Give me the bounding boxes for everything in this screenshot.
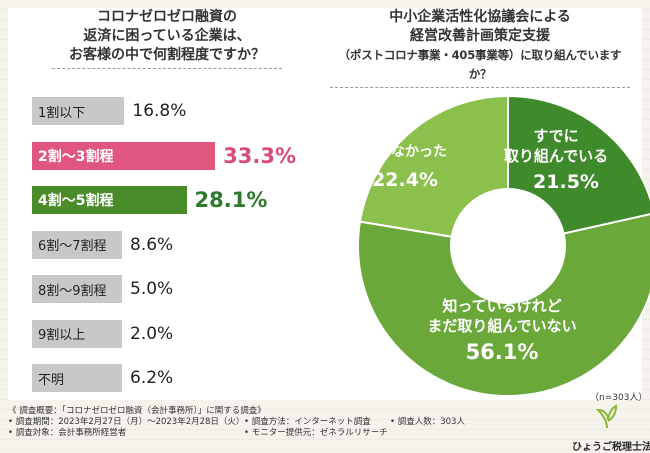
- footer-target: • 調査対象：会計事務所経営者: [8, 428, 127, 438]
- bar-value-label: 8.6%: [130, 234, 174, 255]
- bar: 4割〜5割程: [32, 186, 187, 214]
- pie-value-already: 21.5%: [533, 171, 599, 193]
- pie-label-already-line-2: 取り組んでいる: [503, 147, 609, 165]
- bar-value-label: 6.2%: [130, 368, 174, 388]
- bar: 2割〜3割程: [32, 141, 216, 170]
- bar: 8割〜9割程: [32, 275, 122, 303]
- bar-value-label: 28.1%: [194, 188, 268, 212]
- bar-value-label: 33.3%: [223, 143, 296, 168]
- footer-provider: • モニター提供元：ゼネラルリサーチ: [244, 428, 388, 438]
- left-chart-title: コロナゼロゼロ融資の 返済に困っている企業は、 お客様の中で何割程度ですか？: [52, 8, 282, 69]
- pie-center-hole: [450, 188, 566, 304]
- footer-overview: 《 調査概要：「コロナゼロゼロ融資（会計事務所）」に関する調査》: [8, 406, 266, 416]
- right-title-line-1: 中小企業活性化協議会による: [389, 9, 571, 25]
- pie-value-not-yet: 56.1%: [465, 340, 539, 364]
- bar: 不明: [32, 364, 122, 392]
- pie-slice-not-yet: [357, 213, 650, 397]
- left-title-line-2: 返済に困っている企業は、: [83, 28, 251, 44]
- bar-value-label: 2.0%: [130, 323, 174, 344]
- brand-name: ひょうご税理士法人: [572, 442, 650, 453]
- footer-period: • 調査期間：2023年2月27日（月）〜2023年2月28日（火）: [8, 417, 245, 427]
- pie-label-not-yet: 知っているけれど まだ取り組んでいない 56.1%: [392, 296, 612, 364]
- pie-label-unaware: 知らなかった 22.4%: [350, 142, 460, 190]
- footer-count: • 調査人数：303人: [390, 417, 465, 427]
- right-chart-title: 中小企業活性化協議会による 経営改善計画策定支援 （ポストコロナ事業・405事業…: [330, 8, 630, 88]
- right-title-line-3: （ポストコロナ事業・405事業等）に取り組んでいますか？: [338, 48, 622, 81]
- pie-label-already: すでに 取り組んでいる 21.5%: [476, 126, 636, 192]
- pie-label-not-yet-line-1: 知っているけれど: [442, 297, 562, 315]
- bar: 6割〜7割程: [32, 230, 122, 259]
- sample-size-note: （n=303人）: [590, 393, 648, 403]
- bar: 1割以下: [32, 97, 125, 125]
- left-title-line-1: コロナゼロゼロ融資の: [97, 9, 237, 25]
- right-title-line-2: 経営改善計画策定支援: [410, 28, 550, 44]
- bar-value-label: 5.0%: [130, 279, 174, 299]
- pie-label-unaware-line-1: 知らなかった: [363, 144, 447, 160]
- brand-leaf-icon: [596, 404, 618, 429]
- left-title-line-3: お客様の中で何割程度ですか？: [69, 47, 265, 63]
- pie-label-already-line-1: すでに: [533, 127, 579, 145]
- bar-value-label: 16.8%: [132, 101, 187, 121]
- footer-method: • 調査方法：インターネット調査: [244, 417, 371, 427]
- pie-label-not-yet-line-2: まだ取り組んでいない: [427, 317, 577, 335]
- pie-value-unaware: 22.4%: [372, 169, 438, 191]
- bar: 9割以上: [32, 319, 122, 348]
